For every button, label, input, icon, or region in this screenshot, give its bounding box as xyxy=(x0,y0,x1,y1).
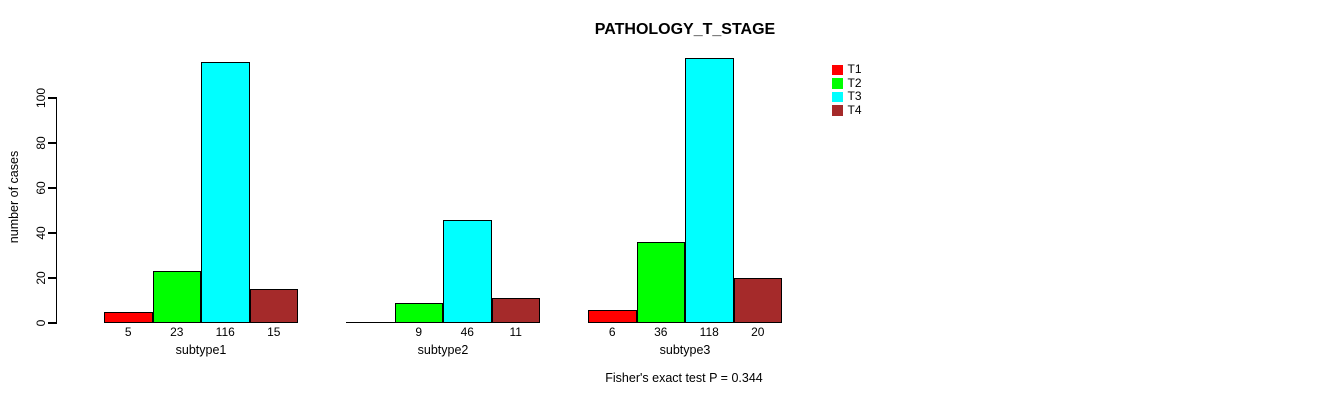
y-tick-label: 0 xyxy=(34,319,48,327)
y-tick xyxy=(48,142,56,144)
legend-entry-T3: T3 xyxy=(832,90,862,104)
category-label-subtype1: subtype1 xyxy=(175,343,227,357)
y-tick xyxy=(48,187,56,189)
bar-value-label: 15 xyxy=(267,325,281,339)
category-label-subtype3: subtype3 xyxy=(659,343,711,357)
bar-value-label: 20 xyxy=(751,325,765,339)
legend: T1 T2 T3 T4 xyxy=(832,63,862,117)
legend-label: T3 xyxy=(847,89,862,104)
bar-value-label: 6 xyxy=(608,325,616,339)
y-tick xyxy=(48,232,56,234)
bar-value-label: 11 xyxy=(509,325,522,339)
legend-entry-T1: T1 xyxy=(832,63,862,77)
bar-T3-subtype3 xyxy=(685,57,734,323)
bar-value-label: 36 xyxy=(654,325,668,339)
legend-label: T4 xyxy=(847,102,862,117)
y-tick-label: 80 xyxy=(34,136,48,150)
y-tick xyxy=(48,322,56,324)
bar-T1-subtype1 xyxy=(104,311,153,323)
bar-value-label: 5 xyxy=(124,325,132,339)
bar-value-label: 118 xyxy=(699,325,719,339)
legend-swatch-T2 xyxy=(832,78,843,89)
legend-swatch-T4 xyxy=(832,105,843,116)
bar-T2-subtype3 xyxy=(636,242,685,323)
bar-T2-subtype2 xyxy=(394,302,443,323)
y-tick-label: 40 xyxy=(34,226,48,240)
bar-T2-subtype1 xyxy=(152,271,201,323)
chart-title: PATHOLOGY_T_STAGE xyxy=(594,21,776,38)
bar-T4-subtype1 xyxy=(249,289,298,323)
bar-value-label: 46 xyxy=(460,325,474,339)
stat-annotation: Fisher's exact test P = 0.344 xyxy=(605,371,763,385)
y-tick xyxy=(48,277,56,279)
legend-swatch-T1 xyxy=(832,64,843,75)
bar-T3-subtype2 xyxy=(443,219,492,323)
legend-entry-T2: T2 xyxy=(832,77,862,91)
y-tick-label: 100 xyxy=(34,87,48,109)
bar-T4-subtype2 xyxy=(491,298,540,323)
bar-T4-subtype3 xyxy=(733,278,782,323)
bar-value-label: 116 xyxy=(215,325,235,339)
bar-T1-subtype3 xyxy=(588,309,637,323)
legend-swatch-T3 xyxy=(832,91,843,102)
bar-value-label: 23 xyxy=(170,325,184,339)
bar-T1-subtype2 xyxy=(346,321,395,323)
legend-label: T2 xyxy=(847,75,862,90)
bar-T3-subtype1 xyxy=(201,62,250,323)
legend-entry-T4: T4 xyxy=(832,104,862,118)
bar-value-label: 9 xyxy=(415,325,423,339)
category-label-subtype2: subtype2 xyxy=(417,343,469,357)
y-tick-label: 60 xyxy=(34,181,48,195)
y-axis-line xyxy=(55,97,57,324)
y-tick xyxy=(48,97,56,99)
y-tick-label: 20 xyxy=(34,271,48,285)
legend-label: T1 xyxy=(847,62,862,77)
